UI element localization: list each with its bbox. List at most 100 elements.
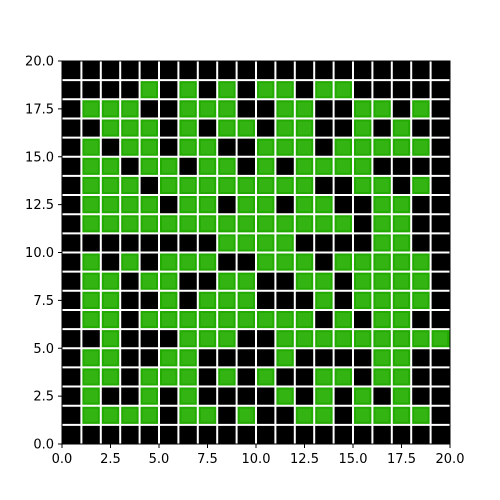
cell-dead[interactable] — [411, 156, 431, 176]
cell-dead[interactable] — [197, 271, 218, 291]
cell-dead[interactable] — [430, 175, 450, 196]
cell-dead[interactable] — [100, 252, 121, 272]
cell-dead[interactable] — [178, 424, 198, 444]
cell-dead[interactable] — [333, 118, 353, 138]
cell-dead[interactable] — [411, 367, 431, 387]
cell-dead[interactable] — [430, 424, 450, 444]
cell-dead[interactable] — [139, 252, 159, 272]
cell-dead[interactable] — [294, 367, 315, 387]
cell-dead[interactable] — [411, 233, 431, 253]
cell-dead[interactable] — [333, 386, 353, 406]
cell-dead[interactable] — [314, 424, 334, 444]
cell-dead[interactable] — [333, 348, 353, 368]
cell-dead[interactable] — [62, 80, 82, 100]
cell-dead[interactable] — [62, 118, 82, 138]
cell-dead[interactable] — [236, 367, 256, 387]
cell-dead[interactable] — [120, 290, 140, 310]
cell-dead[interactable] — [430, 348, 450, 368]
cell-dead[interactable] — [372, 61, 392, 81]
cell-dead[interactable] — [178, 156, 198, 176]
cell-dead[interactable] — [430, 214, 450, 234]
cell-dead[interactable] — [139, 99, 159, 119]
cell-dead[interactable] — [353, 348, 373, 368]
cell-dead[interactable] — [120, 424, 140, 444]
cell-dead[interactable] — [333, 233, 353, 253]
cell-dead[interactable] — [139, 329, 159, 349]
cell-dead[interactable] — [256, 99, 276, 119]
cell-dead[interactable] — [430, 290, 450, 310]
cell-dead[interactable] — [100, 424, 121, 444]
cell-dead[interactable] — [120, 386, 140, 406]
cell-dead[interactable] — [275, 271, 295, 291]
cell-dead[interactable] — [197, 348, 218, 368]
cell-dead[interactable] — [217, 405, 237, 425]
cell-dead[interactable] — [391, 156, 412, 176]
cell-dead[interactable] — [333, 424, 353, 444]
cell-dead[interactable] — [353, 61, 373, 81]
cell-dead[interactable] — [62, 367, 82, 387]
cell-dead[interactable] — [81, 233, 101, 253]
cell-dead[interactable] — [411, 118, 431, 138]
cell-dead[interactable] — [139, 233, 159, 253]
cell-dead[interactable] — [430, 367, 450, 387]
cell-dead[interactable] — [217, 386, 237, 406]
cell-dead[interactable] — [353, 80, 373, 100]
cell-dead[interactable] — [314, 61, 334, 81]
cell-dead[interactable] — [294, 348, 315, 368]
cell-dead[interactable] — [62, 61, 82, 81]
cell-dead[interactable] — [139, 290, 159, 310]
cell-dead[interactable] — [411, 61, 431, 81]
cell-dead[interactable] — [275, 405, 295, 425]
cell-dead[interactable] — [62, 405, 82, 425]
cell-dead[interactable] — [411, 386, 431, 406]
cell-dead[interactable] — [217, 137, 237, 157]
cell-dead[interactable] — [353, 424, 373, 444]
cell-dead[interactable] — [100, 137, 121, 157]
cell-dead[interactable] — [62, 348, 82, 368]
cell-dead[interactable] — [333, 405, 353, 425]
cell-dead[interactable] — [159, 137, 179, 157]
cell-dead[interactable] — [430, 233, 450, 253]
cell-dead[interactable] — [236, 156, 256, 176]
cell-dead[interactable] — [391, 175, 412, 196]
cell-dead[interactable] — [197, 233, 218, 253]
cell-dead[interactable] — [430, 156, 450, 176]
cell-dead[interactable] — [430, 80, 450, 100]
cell-dead[interactable] — [333, 290, 353, 310]
cell-dead[interactable] — [62, 99, 82, 119]
cell-dead[interactable] — [236, 61, 256, 81]
cell-dead[interactable] — [62, 195, 82, 215]
cell-dead[interactable] — [294, 233, 315, 253]
cell-dead[interactable] — [256, 329, 276, 349]
cell-dead[interactable] — [139, 61, 159, 81]
cell-dead[interactable] — [333, 99, 353, 119]
cell-dead[interactable] — [100, 386, 121, 406]
cell-dead[interactable] — [314, 348, 334, 368]
cell-dead[interactable] — [120, 309, 140, 330]
cell-dead[interactable] — [159, 118, 179, 138]
cell-dead[interactable] — [159, 80, 179, 100]
cell-dead[interactable] — [430, 118, 450, 138]
cell-dead[interactable] — [372, 80, 392, 100]
cell-dead[interactable] — [217, 424, 237, 444]
cell-dead[interactable] — [62, 424, 82, 444]
cell-dead[interactable] — [81, 118, 101, 138]
cell-dead[interactable] — [120, 367, 140, 387]
cell-dead[interactable] — [62, 329, 82, 349]
cell-dead[interactable] — [391, 99, 412, 119]
cell-dead[interactable] — [256, 405, 276, 425]
cell-dead[interactable] — [62, 386, 82, 406]
cell-dead[interactable] — [430, 309, 450, 330]
cell-dead[interactable] — [430, 99, 450, 119]
cell-dead[interactable] — [353, 195, 373, 215]
cell-dead[interactable] — [236, 424, 256, 444]
cell-dead[interactable] — [178, 233, 198, 253]
cell-dead[interactable] — [294, 61, 315, 81]
cell-dead[interactable] — [159, 386, 179, 406]
cell-dead[interactable] — [197, 386, 218, 406]
cell-dead[interactable] — [139, 348, 159, 368]
cell-dead[interactable] — [62, 214, 82, 234]
cell-dead[interactable] — [411, 80, 431, 100]
cell-dead[interactable] — [391, 61, 412, 81]
cell-dead[interactable] — [256, 61, 276, 81]
